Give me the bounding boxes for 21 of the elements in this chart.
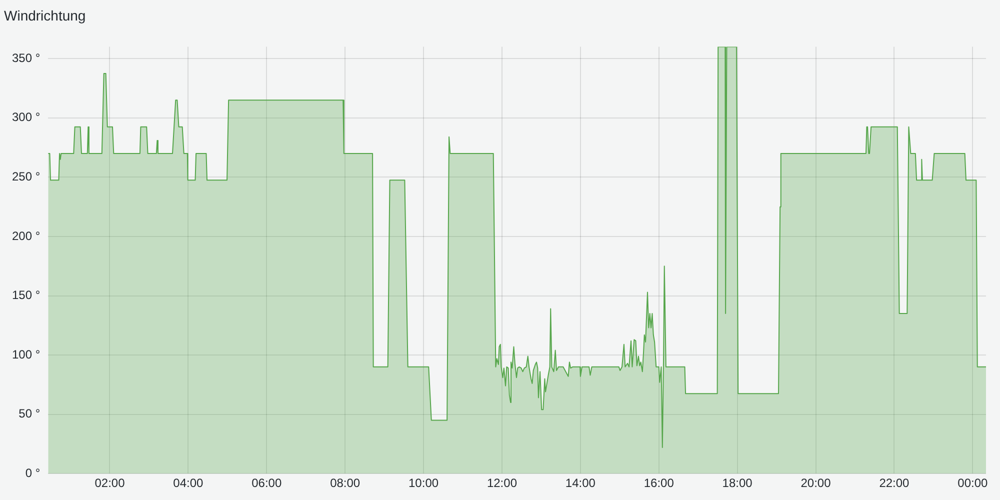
x-tick-label: 16:00 xyxy=(644,476,674,490)
x-tick-label: 02:00 xyxy=(94,476,126,490)
y-tick-label: 0 ° xyxy=(25,466,40,480)
y-tick-label: 200 ° xyxy=(12,228,40,243)
y-tick-label: 300 ° xyxy=(12,110,40,124)
chart-title: Windrichtung xyxy=(4,7,86,24)
y-tick-label: 150 ° xyxy=(12,288,40,302)
x-tick-label: 18:00 xyxy=(722,476,753,490)
x-tick-label: 04:00 xyxy=(173,476,204,490)
x-tick-label: 14:00 xyxy=(565,476,596,490)
y-tick-label: 250 ° xyxy=(12,170,40,184)
x-tick-label: 12:00 xyxy=(486,476,518,490)
x-tick-label: 06:00 xyxy=(252,476,282,490)
x-tick-label: 10:00 xyxy=(408,476,439,490)
y-tick-label: 350 ° xyxy=(12,50,40,65)
x-tick-label: 20:00 xyxy=(800,476,832,490)
x-tick-label: 08:00 xyxy=(330,476,360,490)
x-tick-label: 00:00 xyxy=(958,476,988,490)
y-tick-label: 50 ° xyxy=(18,406,40,421)
y-tick-label: 100 ° xyxy=(12,347,40,362)
x-tick-label: 22:00 xyxy=(879,476,910,490)
